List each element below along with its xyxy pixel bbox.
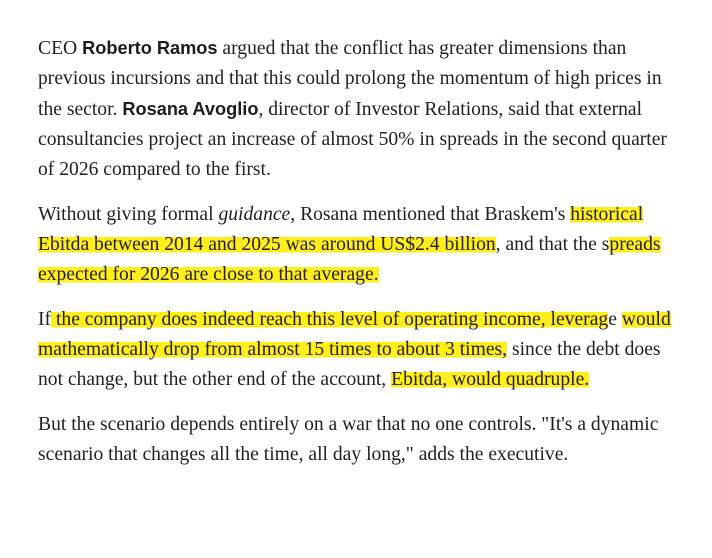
paragraph-1: CEO Roberto Ramos argued that the confli… bbox=[38, 33, 688, 185]
person-name-roberto-ramos: Roberto Ramos bbox=[82, 38, 218, 58]
paragraph-3: If the company does indeed reach this le… bbox=[38, 305, 688, 395]
text-segment: argued that the conflict has greater dim… bbox=[38, 38, 662, 120]
article-body: CEO Roberto Ramos argued that the confli… bbox=[38, 33, 688, 470]
paragraph-4: But the scenario depends entirely on a w… bbox=[38, 410, 688, 470]
text-segment: Without giving formal bbox=[38, 204, 219, 225]
text-segment: e bbox=[608, 309, 622, 330]
highlight-operating-income: the company does indeed reach this level… bbox=[51, 309, 609, 330]
emphasis-guidance: guidance bbox=[218, 204, 291, 225]
text-segment: , Rosana mentioned that Braskem's bbox=[290, 204, 571, 225]
text-segment: since the debt does not change, but the … bbox=[38, 339, 661, 390]
highlight-ebitda-quadruple: Ebitda, would quadruple. bbox=[391, 369, 590, 390]
person-name-rosana-avoglio: Rosana Avoglio bbox=[122, 99, 259, 119]
text-segment: But the scenario depends entirely on a w… bbox=[38, 414, 659, 465]
paragraph-2: Without giving formal guidance, Rosana m… bbox=[38, 200, 688, 290]
text-segment: If bbox=[38, 309, 52, 330]
text-segment: , director of Investor Relations, said t… bbox=[38, 99, 667, 180]
text-segment: CEO bbox=[38, 38, 83, 59]
text-segment: , and that the s bbox=[495, 234, 610, 255]
